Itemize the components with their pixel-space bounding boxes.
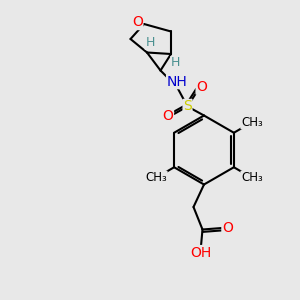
Text: S: S	[183, 100, 192, 113]
Text: O: O	[222, 221, 233, 235]
Text: H: H	[145, 36, 155, 50]
Text: O: O	[132, 16, 143, 29]
Text: O: O	[163, 109, 173, 122]
Text: CH₃: CH₃	[241, 171, 263, 184]
Text: OH: OH	[190, 246, 212, 260]
Text: H: H	[171, 56, 180, 70]
Text: O: O	[196, 80, 207, 94]
Text: NH: NH	[167, 75, 188, 88]
Text: CH₃: CH₃	[241, 116, 263, 129]
Text: CH₃: CH₃	[145, 171, 167, 184]
